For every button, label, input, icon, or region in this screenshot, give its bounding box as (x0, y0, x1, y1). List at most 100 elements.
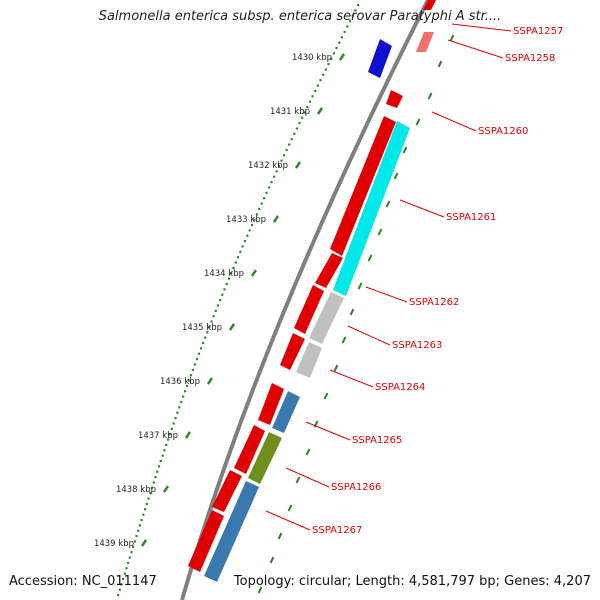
ruler-dot (208, 325, 211, 329)
ruler-dot (338, 41, 341, 44)
ruler-dot (189, 374, 193, 377)
gene-ssp1258-arrow[interactable] (416, 32, 434, 52)
ruler-dot (156, 470, 159, 473)
ruler-dot (191, 368, 195, 371)
ruler-dot (277, 164, 281, 168)
ruler-dot (221, 293, 224, 296)
gene-ssp1257-arrow[interactable] (423, 0, 436, 10)
inner-ruler-tick (367, 254, 373, 262)
ruler-dot (253, 218, 256, 221)
gene-steelblue-block-1[interactable] (272, 391, 300, 433)
gene-label-leader (365, 286, 408, 303)
gene-olive-block[interactable] (248, 432, 282, 484)
ruler-dot (319, 79, 322, 82)
ruler-dot (167, 438, 170, 441)
gene-ssp1262-arrow[interactable] (294, 285, 324, 334)
ruler-dot (180, 400, 183, 404)
gene-label[interactable]: SSPA1263 (392, 340, 442, 351)
ruler-dot (138, 524, 142, 527)
ruler-tick-label: 1436 kbp (160, 377, 200, 387)
ruler-dot (212, 315, 215, 318)
gene-label[interactable]: SSPA1264 (375, 382, 425, 393)
ruler-dot (332, 52, 335, 55)
ruler-dot (357, 4, 360, 7)
ruler-dot (246, 234, 249, 237)
gene-ssp1263-arrow[interactable] (280, 333, 305, 370)
ruler-dot (202, 341, 205, 345)
ruler-dot (272, 175, 276, 178)
gene-cyan-block[interactable] (333, 121, 410, 296)
ruler-dot (125, 567, 128, 570)
ruler-major-tick (228, 323, 236, 331)
ruler-dot (132, 545, 135, 548)
ruler-dot (135, 535, 138, 538)
inner-ruler-tick (385, 200, 391, 208)
gene-label[interactable]: SSPA1257 (513, 26, 563, 37)
ruler-dot (193, 363, 197, 366)
ruler-dot (248, 229, 251, 232)
ruler-dot (223, 288, 226, 291)
ruler-dot (147, 497, 150, 500)
ruler-major-tick (184, 431, 192, 439)
backbone-arc (180, 0, 430, 600)
gene-label[interactable]: SSPA1266 (331, 482, 381, 493)
ruler-dot (311, 95, 314, 98)
gene-label-leader (265, 510, 311, 531)
ruler-dot (241, 245, 244, 248)
gene-ssp1259-arrow[interactable] (386, 90, 403, 108)
gene-ssp1266-arrow[interactable] (212, 470, 242, 512)
ruler-dot (185, 384, 189, 388)
ruler-dot (118, 588, 121, 591)
gene-label[interactable]: SSPA1261 (446, 212, 496, 223)
gene-ssp1261-arrow[interactable] (315, 253, 343, 288)
gene-label[interactable]: SSPA1258 (505, 53, 555, 64)
gene-label-leader (329, 369, 374, 388)
inner-ruler-tick (427, 92, 433, 100)
gene-ssp1265-arrow[interactable] (234, 425, 265, 474)
inner-ruler-tick (295, 476, 301, 484)
ruler-dot (154, 476, 157, 479)
gene-steelblue-block-2[interactable] (204, 481, 259, 582)
gene-label-leader (451, 23, 512, 32)
ruler-dot (137, 529, 140, 532)
ruler-major-tick (338, 53, 346, 61)
ruler-dot (157, 465, 161, 468)
ruler-dot (348, 20, 352, 23)
ruler-dot (142, 513, 145, 516)
ruler-dot (199, 347, 203, 350)
gene-ssp1260-arrow[interactable] (330, 116, 396, 256)
ruler-dot (234, 261, 237, 264)
gene-label-leader (447, 39, 504, 59)
gene-label[interactable]: SSPA1265 (352, 435, 402, 446)
gene-label[interactable]: SSPA1260 (478, 126, 528, 137)
ruler-dot (123, 572, 126, 575)
gene-label[interactable]: SSPA1267 (312, 525, 362, 536)
gene-grey-block-1[interactable] (309, 292, 344, 344)
ruler-dot (293, 132, 296, 135)
inner-ruler-tick (269, 556, 275, 564)
gene-grey-block-2[interactable] (296, 342, 322, 378)
topology-text: Topology: circular; Length: 4,581,797 bp… (233, 574, 591, 589)
ruler-dot (283, 154, 286, 157)
inner-ruler-tick (323, 392, 329, 400)
ruler-tick-label: 1438 kbp (116, 485, 156, 495)
gene-label[interactable]: SSPA1262 (409, 297, 459, 308)
ruler-dot (265, 191, 268, 194)
gene-reverse-arrow[interactable] (368, 39, 392, 78)
inner-ruler-tick (393, 172, 399, 180)
genome-backbone (180, 0, 430, 600)
ruler-dot (322, 73, 325, 76)
ruler-dot (227, 277, 231, 280)
gene-ssp1267-arrow[interactable] (188, 510, 224, 572)
ruler-dot (243, 240, 247, 243)
ruler-dot (275, 170, 278, 173)
ruler-major-tick (272, 215, 280, 223)
ruler-dot (335, 46, 338, 50)
ruler-dot (306, 105, 309, 109)
ruler-dot (204, 336, 207, 339)
ruler-dot (346, 25, 349, 28)
ruler-dot (267, 186, 271, 189)
inner-ruler-tick (377, 228, 383, 236)
gene-ssp1264-arrow[interactable] (258, 383, 284, 425)
ruler-major-tick (250, 269, 258, 277)
